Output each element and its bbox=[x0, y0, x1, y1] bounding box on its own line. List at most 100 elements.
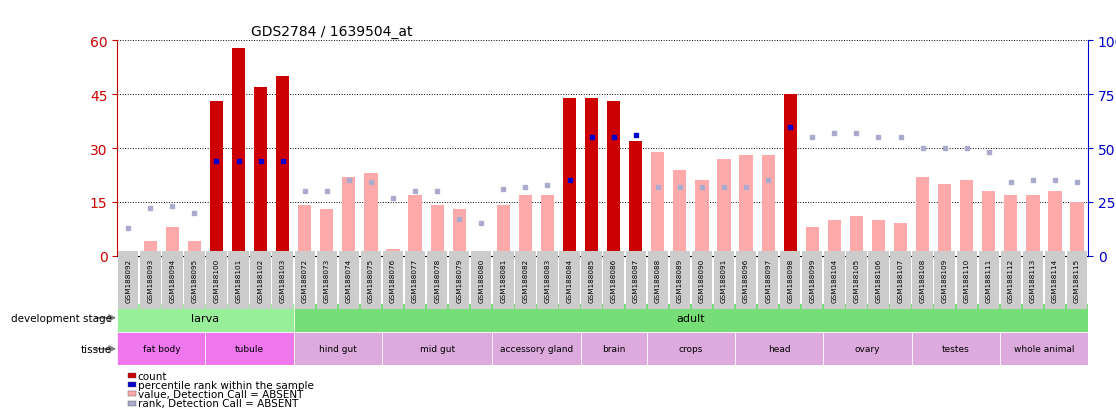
Text: GSM188073: GSM188073 bbox=[324, 258, 330, 302]
Text: GSM188093: GSM188093 bbox=[147, 258, 153, 302]
Bar bbox=[652, 152, 664, 256]
Bar bbox=[205, 332, 294, 366]
Bar bbox=[607, 102, 620, 256]
Text: GSM188113: GSM188113 bbox=[1030, 258, 1036, 302]
Bar bbox=[1048, 192, 1061, 256]
Bar bbox=[165, 228, 179, 256]
Bar bbox=[761, 156, 775, 256]
Bar bbox=[783, 95, 797, 256]
Bar bbox=[117, 332, 205, 366]
Bar bbox=[320, 209, 334, 256]
Text: GSM188105: GSM188105 bbox=[854, 258, 859, 302]
Bar bbox=[960, 181, 973, 256]
Text: count: count bbox=[137, 371, 167, 381]
Bar bbox=[541, 195, 555, 256]
Bar bbox=[232, 48, 246, 256]
Bar bbox=[453, 209, 465, 256]
Bar bbox=[144, 242, 157, 256]
Bar bbox=[735, 332, 824, 366]
Text: GSM188077: GSM188077 bbox=[412, 258, 418, 302]
Text: GSM188082: GSM188082 bbox=[522, 258, 528, 302]
Text: GSM188097: GSM188097 bbox=[766, 258, 771, 302]
Text: GSM188106: GSM188106 bbox=[875, 258, 882, 302]
Bar bbox=[872, 220, 885, 256]
Text: GSM188075: GSM188075 bbox=[368, 258, 374, 302]
Text: GDS2784 / 1639504_at: GDS2784 / 1639504_at bbox=[251, 25, 413, 39]
Text: tubule: tubule bbox=[235, 344, 264, 354]
Text: GSM188094: GSM188094 bbox=[170, 258, 175, 302]
Text: hind gut: hind gut bbox=[319, 344, 357, 354]
Bar bbox=[408, 195, 422, 256]
Bar bbox=[912, 332, 1000, 366]
Text: accessory gland: accessory gland bbox=[500, 344, 573, 354]
Text: GSM188091: GSM188091 bbox=[721, 258, 727, 302]
Text: GSM188115: GSM188115 bbox=[1074, 258, 1080, 302]
Bar bbox=[718, 159, 731, 256]
Bar bbox=[519, 195, 532, 256]
Text: GSM188112: GSM188112 bbox=[1008, 258, 1013, 302]
Text: value, Detection Call = ABSENT: value, Detection Call = ABSENT bbox=[137, 389, 304, 399]
Bar bbox=[824, 332, 912, 366]
Text: GSM188095: GSM188095 bbox=[192, 258, 198, 302]
Text: GSM188100: GSM188100 bbox=[213, 258, 220, 302]
Bar bbox=[187, 242, 201, 256]
Text: GSM188092: GSM188092 bbox=[125, 258, 132, 302]
Text: brain: brain bbox=[602, 344, 625, 354]
Bar bbox=[431, 206, 444, 256]
Bar bbox=[1004, 195, 1018, 256]
Text: crops: crops bbox=[679, 344, 703, 354]
Bar bbox=[695, 181, 709, 256]
Text: fat body: fat body bbox=[143, 344, 180, 354]
Text: GSM188085: GSM188085 bbox=[588, 258, 595, 302]
Text: GSM188096: GSM188096 bbox=[743, 258, 749, 302]
Bar bbox=[629, 142, 643, 256]
Bar bbox=[1027, 195, 1040, 256]
Bar bbox=[849, 217, 863, 256]
Bar bbox=[1070, 202, 1084, 256]
Text: GSM188088: GSM188088 bbox=[655, 258, 661, 302]
Text: GSM188110: GSM188110 bbox=[964, 258, 970, 302]
Text: GSM188101: GSM188101 bbox=[235, 258, 241, 302]
Text: GSM188103: GSM188103 bbox=[280, 258, 286, 302]
Bar bbox=[916, 177, 930, 256]
Bar bbox=[585, 99, 598, 256]
Text: GSM188076: GSM188076 bbox=[389, 258, 396, 302]
Bar bbox=[298, 206, 311, 256]
Bar bbox=[474, 252, 488, 256]
Bar bbox=[497, 206, 510, 256]
Bar bbox=[1000, 332, 1088, 366]
Text: GSM188079: GSM188079 bbox=[456, 258, 462, 302]
Text: GSM188098: GSM188098 bbox=[787, 258, 793, 302]
Bar bbox=[982, 192, 995, 256]
Text: GSM188083: GSM188083 bbox=[545, 258, 550, 302]
Text: GSM188081: GSM188081 bbox=[500, 258, 507, 302]
Text: GSM188107: GSM188107 bbox=[897, 258, 904, 302]
Text: GSM188080: GSM188080 bbox=[479, 258, 484, 302]
Text: adult: adult bbox=[676, 313, 705, 323]
Text: GSM188078: GSM188078 bbox=[434, 258, 440, 302]
Text: GSM188099: GSM188099 bbox=[809, 258, 816, 302]
Bar bbox=[492, 332, 580, 366]
Text: GSM188090: GSM188090 bbox=[699, 258, 705, 302]
Text: tissue: tissue bbox=[80, 344, 112, 354]
Bar bbox=[343, 177, 356, 256]
Bar bbox=[117, 304, 294, 332]
Bar bbox=[894, 224, 907, 256]
Bar bbox=[294, 304, 1088, 332]
Bar bbox=[382, 332, 492, 366]
Text: GSM188108: GSM188108 bbox=[920, 258, 925, 302]
Text: GSM188102: GSM188102 bbox=[258, 258, 263, 302]
Bar bbox=[806, 228, 819, 256]
Bar bbox=[562, 99, 576, 256]
Text: GSM188072: GSM188072 bbox=[301, 258, 308, 302]
Bar bbox=[828, 220, 841, 256]
Text: GSM188087: GSM188087 bbox=[633, 258, 638, 302]
Text: GSM188109: GSM188109 bbox=[942, 258, 947, 302]
Text: GSM188086: GSM188086 bbox=[610, 258, 617, 302]
Bar bbox=[939, 185, 951, 256]
Text: GSM188084: GSM188084 bbox=[567, 258, 573, 302]
Text: ovary: ovary bbox=[855, 344, 881, 354]
Bar bbox=[294, 332, 382, 366]
Bar bbox=[210, 102, 223, 256]
Bar bbox=[740, 156, 752, 256]
